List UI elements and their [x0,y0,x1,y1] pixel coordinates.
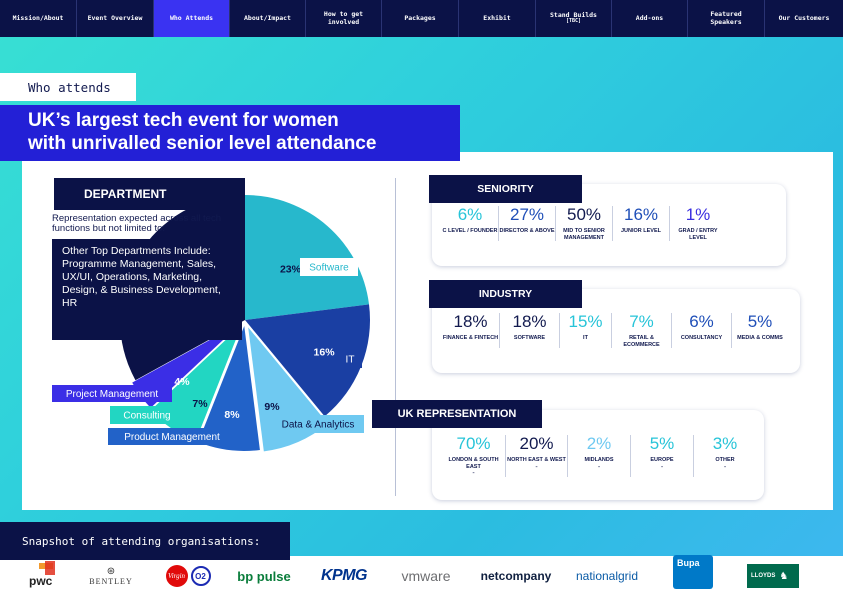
pie-value-label: 16% [314,346,336,358]
industry-stat: 7% RETAIL & ECOMMERCE [611,313,671,349]
tab-mission-about[interactable]: Mission/About [0,0,77,37]
pie-category-label: Product Management [124,432,220,443]
section-badge: Who attends [0,73,136,101]
tab-stand-builds[interactable]: Stand Builds [TBC] [536,0,612,37]
column-divider [395,178,396,496]
lloyds-logo: LLOYDS ♞ [744,556,802,596]
pie-name-tag [110,406,184,424]
seniority-stat: 27% DIRECTOR & ABOVE [498,206,555,242]
pie-category-label: Consulting [123,411,170,422]
tab-packages[interactable]: Packages [382,0,459,37]
pie-slice-product-management [198,325,260,451]
seniority-stat: 16% JUNIOR LEVEL [612,206,669,242]
industry-stat: 15% IT [559,313,611,349]
tab-who-attends[interactable]: Who Attends [154,0,230,37]
pie-slice-it [245,304,370,417]
pie-name-tag [300,258,358,276]
industry-heading: INDUSTRY [429,280,582,308]
department-intro: Representation expected across all tech … [52,213,221,234]
uk-stat: 2% MIDLANDS - [567,435,630,478]
uk-stat: 3% OTHER - [693,435,756,478]
pie-name-tag [52,385,172,402]
industry-stat: 6% CONSULTANCY [671,313,731,349]
page-title: UK’s largest tech event for women with u… [0,105,460,161]
bentley-wings-icon: ⊛ [106,565,116,577]
industry-stats: 18% FINANCE & FINTECH 18% SOFTWARE 15% IT 7… [442,312,788,349]
pie-value-label: 23% [280,263,302,275]
tab-featured-speakers[interactable]: Featured Speakers [688,0,765,37]
seniority-stat: 50% MID TO SENIOR MANAGEMENT [555,206,612,242]
bupa-logo: Bupa [670,555,716,596]
uk-heading: UK REPRESENTATION [372,400,542,428]
tab-our-customers[interactable]: Our Customers [778,13,830,22]
pie-name-tag [108,428,236,445]
uk-stat: 70% LONDON & SOUTH EAST - [448,434,499,478]
pie-value-label: 4% [174,376,190,388]
bentley-logo: ⊛ BENTLEY [89,565,133,586]
uk-stat: 20% NORTH EAST & WEST - [505,435,567,478]
pie-category-label: Data & Analytics [282,420,355,431]
top-navigation: Mission/About Event Overview Who Attends… [0,0,843,37]
pie-value-label: 9% [264,401,280,413]
pie-name-tag [338,350,362,368]
seniority-stat: 6% C LEVEL / FOUNDER [442,205,498,234]
horse-icon: ♞ [779,570,789,582]
nationalgrid-logo: nationalgrid [575,569,639,583]
vmware-logo: vmware [401,568,451,584]
department-other-list: Other Top Departments Include: Programme… [52,239,242,340]
uk-stats: 70% LONDON & SOUTH EAST - 20% NORTH EAST & … [442,434,756,478]
industry-stat: 18% SOFTWARE [499,313,559,349]
tab-exhibit[interactable]: Exhibit [459,0,536,37]
pie-category-label: IT [346,355,355,366]
uk-stat: 5% EUROPE - [630,435,693,478]
seniority-heading: SENIORITY [429,175,582,203]
pie-value-label: 7% [192,398,208,410]
pwc-logo: pwc [20,556,66,596]
bp-pulse-logo: bp pulse [237,568,291,584]
seniority-stats: 6% C LEVEL / FOUNDER 27% DIRECTOR & ABOVE … [442,205,726,242]
department-heading: DEPARTMENT [54,178,245,210]
pwc-logo-bar-red [45,561,55,575]
tab-how-to-get-involved[interactable]: How to get involved [306,0,382,37]
seniority-stat: 1% GRAD / ENTRY LEVEL [669,206,726,242]
virgin-o2-logo: Virgin O2 [160,556,216,596]
tab-add-ons[interactable]: Add-ons [612,0,688,37]
tab-event-overview[interactable]: Event Overview [77,0,154,37]
kpmg-logo: KPMG [321,567,368,584]
industry-stat: 5% MEDIA & COMMS [731,313,788,349]
netcompany-logo: netcompany [480,569,552,583]
pie-value-label: 8% [224,409,240,421]
snapshot-heading: Snapshot of attending organisations: [0,522,290,560]
industry-stat: 18% FINANCE & FINTECH [442,312,499,341]
tab-about-impact[interactable]: About/Impact [230,0,306,37]
pie-category-label: Software [309,263,349,274]
pie-slice-software [245,195,370,320]
pie-name-tag [272,415,364,433]
pie-category-label: Project Management [66,389,158,400]
